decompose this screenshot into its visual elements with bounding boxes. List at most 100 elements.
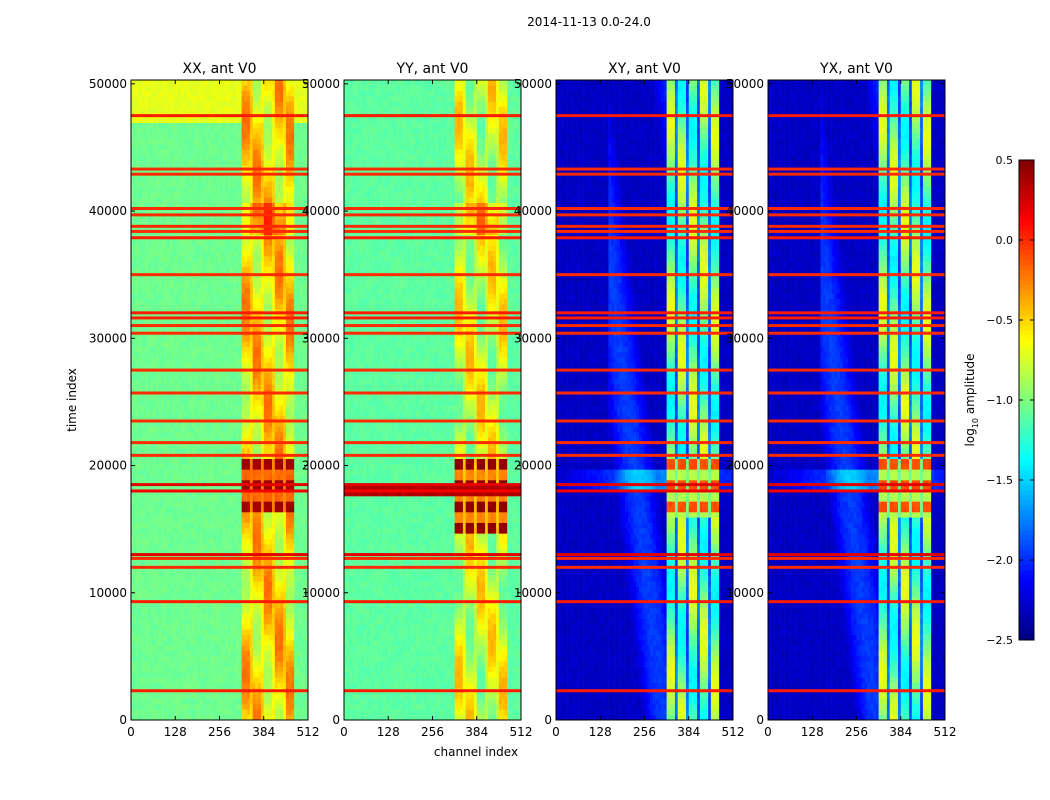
heatmap-cell [216,714,220,720]
heatmap-cell [302,346,306,353]
heatmap-cell [189,346,193,353]
heatmap-cell [197,394,201,401]
heatmap-cell [180,357,184,363]
heatmap-cell [191,570,195,577]
heatmap-cell [172,560,176,566]
heatmap-cell [244,378,248,385]
heatmap-cell [213,704,218,710]
heatmap-cell [133,517,137,523]
heatmap-cell [260,693,265,699]
heatmap-cell [236,549,240,555]
heatmap-cell [133,501,137,507]
heatmap-cell [277,352,281,358]
heatmap-cell [285,634,289,641]
heatmap-cell [131,597,135,603]
heatmap-cell [172,416,176,422]
heatmap-cell [208,517,212,523]
heatmap-cell [189,384,193,390]
heatmap-cell [269,304,273,310]
heatmap-cell [189,394,193,401]
heatmap-cell [136,501,140,507]
heatmap-cell [197,426,201,433]
heatmap-cell [263,709,267,715]
heatmap-cell [191,485,195,491]
heatmap-cell [136,629,140,635]
heatmap-cell [131,298,135,305]
heatmap-cell [238,474,242,481]
heatmap-cell [183,416,187,422]
heatmap-cell [164,640,168,646]
heatmap-cell [244,704,248,710]
heatmap-cell [158,517,162,523]
heatmap-cell [202,357,206,363]
heatmap-cell [291,373,295,379]
heatmap-cell [189,304,193,310]
heatmap-cell [169,533,173,539]
heatmap-cell [150,501,154,507]
heatmap-cell [236,469,240,475]
heatmap-cell [205,325,209,331]
heatmap-cell [202,464,206,470]
heatmap-cell [158,613,162,619]
heatmap-cell [194,448,198,454]
heatmap-cell [213,362,218,369]
heatmap-cell [280,410,284,417]
heatmap-cell [183,362,187,369]
heatmap-cell [233,624,237,630]
heatmap-cell [291,512,295,518]
heatmap-cell [155,682,159,689]
heatmap-cell [238,677,242,683]
heatmap-cell [200,677,204,683]
heatmap-cell [299,341,303,347]
heatmap-cell [202,458,206,465]
heatmap-cell [255,346,259,353]
heatmap-cell [158,592,162,598]
heatmap-cell [233,437,237,443]
heatmap-cell [144,544,148,550]
heatmap-cell [252,325,256,331]
heatmap-cell [178,586,182,593]
heatmap-cell [302,474,306,481]
heatmap-cell [139,357,143,363]
heatmap-cell [166,629,171,635]
heatmap-cell [219,501,223,507]
heatmap-cell [302,426,306,433]
heatmap-cell [136,480,140,486]
heatmap-cell [302,469,306,475]
heatmap-cell [178,304,182,310]
heatmap-cell [144,394,148,401]
heatmap-cell [216,517,220,523]
heatmap-cell [147,576,151,582]
heatmap-cell [200,576,204,582]
heatmap-cell [230,714,234,720]
heatmap-cell [291,448,295,454]
heatmap-cell [274,634,278,641]
heatmap-cell [191,506,195,513]
heatmap-cell [269,517,273,523]
heatmap-cell [227,496,231,502]
heatmap-cell [136,704,140,710]
heatmap-cell [244,682,248,689]
heatmap-cell [244,304,248,310]
heatmap-cell [189,602,193,609]
heatmap-cell [283,501,287,507]
heatmap-cell [213,464,218,470]
heatmap-cell [158,581,162,587]
heatmap-cell [153,496,157,502]
heatmap-cell [277,586,281,593]
heatmap-cell [244,421,248,427]
heatmap-cell [161,362,165,369]
heatmap-cell [211,640,215,646]
heatmap-cell [197,677,201,683]
heatmap-cell [200,442,204,449]
heatmap-cell [274,560,278,566]
heatmap-cell [194,709,198,715]
heatmap-cell [252,480,256,486]
heatmap-cell [274,421,278,427]
heatmap-cell [197,656,201,662]
heatmap-cell [169,693,173,699]
heatmap-cell [169,661,173,667]
heatmap-cell [211,346,215,353]
heatmap-cell [183,672,187,678]
heatmap-cell [169,538,173,545]
